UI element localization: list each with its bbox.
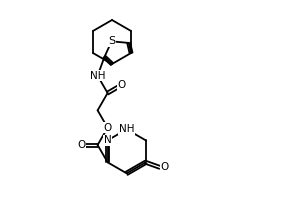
Text: N: N (104, 135, 112, 145)
Text: S: S (108, 36, 115, 46)
Text: O: O (103, 123, 112, 133)
Text: O: O (160, 162, 169, 172)
Text: O: O (77, 140, 86, 150)
Text: NH: NH (119, 124, 134, 134)
Text: O: O (117, 80, 126, 90)
Text: NH: NH (90, 71, 105, 81)
